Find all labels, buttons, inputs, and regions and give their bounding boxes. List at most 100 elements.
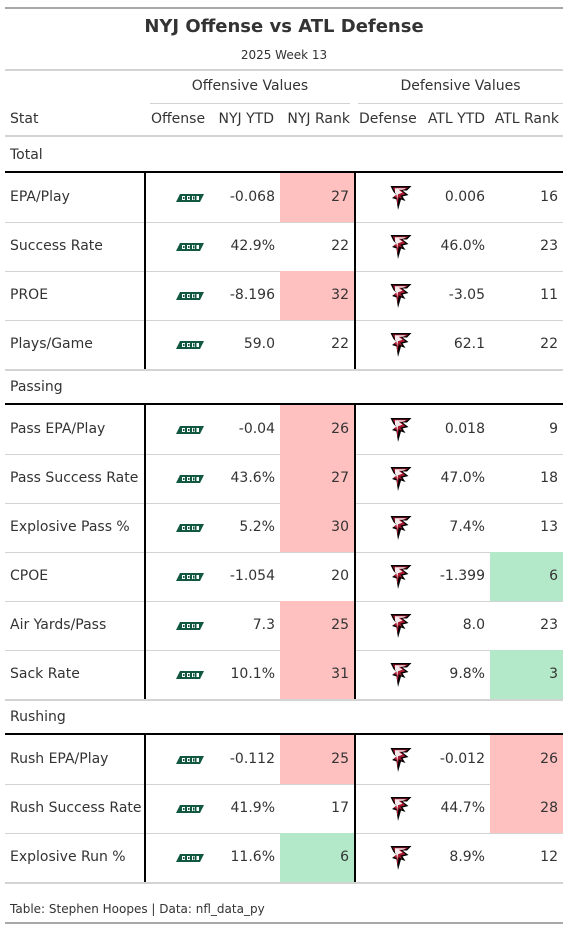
row-group-label: Total [10, 147, 43, 163]
rank-highlight [490, 735, 563, 784]
off-rank-value: 17 [331, 800, 349, 816]
def-ytd-value: 46.0% [440, 238, 485, 254]
off-ytd-value: 42.9% [230, 238, 275, 254]
def-ytd-value: 8.9% [449, 849, 485, 865]
jets-logo-icon [175, 288, 205, 302]
falcons-logo-icon [386, 183, 416, 213]
def-rank-value: 23 [540, 238, 558, 254]
rank-highlight [280, 833, 356, 882]
heading-rule [5, 69, 563, 71]
row-divider [5, 784, 563, 785]
rank-highlight [280, 405, 356, 454]
off-ytd-value: 5.2% [239, 519, 275, 535]
off-rank-value: 27 [331, 470, 349, 486]
def-ytd-value: 9.8% [449, 666, 485, 682]
column-divider [144, 173, 146, 369]
stat-label: Explosive Pass % [10, 519, 130, 535]
off-rank-value: 26 [331, 421, 349, 437]
table-row: Pass Success Rate 43.6% 27 47.0% 18 [5, 454, 563, 503]
falcons-logo-icon [386, 843, 416, 873]
falcons-logo-icon [386, 611, 416, 641]
off-rank-value: 30 [331, 519, 349, 535]
off-rank-value: 27 [331, 189, 349, 205]
table-row: EPA/Play -0.068 27 0.006 16 [5, 173, 563, 222]
def-rank-value: 6 [549, 568, 558, 584]
off-ytd-value: -1.054 [229, 568, 275, 584]
jets-logo-icon [175, 850, 205, 864]
falcons-logo-icon [386, 464, 416, 494]
row-divider [5, 552, 563, 553]
off-rank-value: 31 [331, 666, 349, 682]
off-ytd-value: 7.3 [252, 617, 275, 633]
group-rule [5, 403, 563, 405]
def-rank-value: 13 [540, 519, 558, 535]
col-header-offense: Offense [151, 111, 206, 127]
falcons-logo-icon [386, 415, 416, 445]
row-divider [5, 320, 563, 321]
row-group-rushing: Rushing [5, 699, 563, 735]
def-rank-value: 22 [540, 336, 558, 352]
stat-label: Success Rate [10, 238, 103, 254]
rank-highlight [280, 454, 356, 503]
rank-highlight [490, 552, 563, 601]
def-rank-value: 3 [549, 666, 558, 682]
bottom-rule [5, 922, 563, 924]
def-rank-value: 23 [540, 617, 558, 633]
stat-label: Sack Rate [10, 666, 80, 682]
row-group-label: Rushing [10, 709, 66, 725]
stat-label: Rush EPA/Play [10, 751, 109, 767]
def-ytd-value: 44.7% [440, 800, 485, 816]
stat-label: Plays/Game [10, 336, 93, 352]
def-rank-value: 26 [540, 751, 558, 767]
rank-highlight [490, 650, 563, 699]
table-row: Air Yards/Pass 7.3 25 8.0 23 [5, 601, 563, 650]
jets-logo-icon [175, 618, 205, 632]
table-row: Rush EPA/Play -0.112 25 -0.012 26 [5, 735, 563, 784]
off-ytd-value: -8.196 [229, 287, 275, 303]
table-row: Pass EPA/Play -0.04 26 0.018 9 [5, 405, 563, 454]
rank-highlight [280, 173, 356, 222]
table-row: Plays/Game 59.0 22 62.1 22 [5, 320, 563, 369]
column-divider [144, 735, 146, 882]
off-ytd-value: -0.068 [229, 189, 275, 205]
jets-logo-icon [175, 471, 205, 485]
column-divider [144, 405, 146, 699]
def-rank-value: 18 [540, 470, 558, 486]
table-subtitle: 2025 Week 13 [240, 48, 328, 62]
off-rank-value: 22 [331, 336, 349, 352]
def-rank-value: 16 [540, 189, 558, 205]
col-header-off-rank: NYJ Rank [287, 111, 350, 127]
group-rule [5, 171, 563, 173]
def-ytd-value: 0.006 [444, 189, 485, 205]
def-rank-value: 12 [540, 849, 558, 865]
stat-label: EPA/Play [10, 189, 70, 205]
stat-label: Explosive Run % [10, 849, 126, 865]
falcons-logo-icon [386, 281, 416, 311]
table-row: Explosive Pass % 5.2% 30 7.4% 13 [5, 503, 563, 552]
off-ytd-value: 43.6% [230, 470, 275, 486]
row-group-label: Passing [10, 379, 63, 395]
row-group-total: Total [5, 137, 563, 173]
rank-highlight [280, 601, 356, 650]
def-ytd-value: 8.0 [462, 617, 485, 633]
spanner-offensive-line [150, 103, 350, 104]
group-end-rule [5, 369, 563, 371]
off-ytd-value: -0.04 [238, 421, 275, 437]
column-header-rule [5, 135, 563, 137]
def-ytd-value: 62.1 [453, 336, 485, 352]
stat-label: CPOE [10, 568, 49, 584]
off-ytd-value: 59.0 [243, 336, 275, 352]
off-rank-value: 20 [331, 568, 349, 584]
falcons-logo-icon [386, 745, 416, 775]
group-end-rule [5, 882, 563, 884]
spanner-offensive-values: Offensive Values [191, 78, 309, 94]
off-rank-value: 25 [331, 751, 349, 767]
def-ytd-value: 47.0% [440, 470, 485, 486]
falcons-logo-icon [386, 562, 416, 592]
def-ytd-value: 7.4% [449, 519, 485, 535]
stat-label: Pass Success Rate [10, 470, 139, 486]
col-header-stat: Stat [10, 111, 39, 127]
spanner-defensive-values: Defensive Values [400, 78, 521, 94]
rank-highlight [280, 503, 356, 552]
stat-label: Pass EPA/Play [10, 421, 106, 437]
